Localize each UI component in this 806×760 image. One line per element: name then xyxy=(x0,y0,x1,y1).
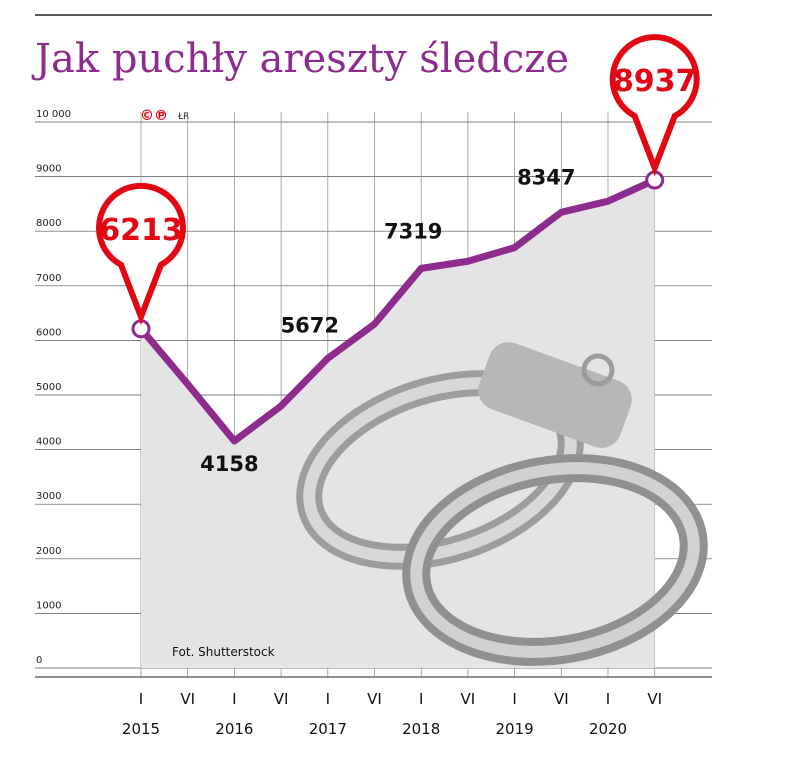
line xyxy=(138,176,657,445)
x-tick-label: I xyxy=(326,690,330,708)
year-label: 2019 xyxy=(496,720,534,738)
x-tick-label: I xyxy=(232,690,236,708)
data-label: 4158 xyxy=(200,452,258,476)
area-layer xyxy=(141,180,655,668)
x-tick-label: VI xyxy=(554,690,569,708)
y-tick-label: 3000 xyxy=(36,491,61,502)
year-label: 2020 xyxy=(589,720,627,738)
author: ŁR xyxy=(177,112,189,122)
year-label: 2018 xyxy=(402,720,440,738)
x-tick-label: VI xyxy=(367,690,382,708)
y-tick-label: 4000 xyxy=(36,437,61,448)
x-tick-label: I xyxy=(139,690,143,708)
x-tick-label: I xyxy=(606,690,610,708)
year-label: 2017 xyxy=(309,720,347,738)
pin xyxy=(609,34,700,177)
x-tick-label: VI xyxy=(647,690,662,708)
x-tick-label: I xyxy=(512,690,516,708)
pin-label: 8937 xyxy=(613,64,697,99)
y-tick-label: 6000 xyxy=(36,327,61,338)
y-tick-label: 7000 xyxy=(36,273,61,284)
handcuffs xyxy=(296,342,708,666)
area xyxy=(141,180,655,668)
y-tick-label: 0 xyxy=(36,655,42,666)
data-label: 7319 xyxy=(384,219,442,243)
year-label: 2015 xyxy=(122,720,160,738)
x-tick-label: VI xyxy=(461,690,476,708)
y-tick-label: 8000 xyxy=(36,218,61,229)
y-tick-label: 1000 xyxy=(36,600,61,611)
data-label: 5672 xyxy=(281,313,339,337)
x-tick-label: VI xyxy=(180,690,195,708)
chart-title: Jak puchły areszty śledcze xyxy=(31,36,569,82)
x-tick-label: VI xyxy=(274,690,289,708)
year-label: 2016 xyxy=(215,720,253,738)
y-tick-label: 5000 xyxy=(36,382,61,393)
data-label: 8347 xyxy=(517,165,575,189)
y-tick-label: 10 000 xyxy=(36,109,71,120)
photo-credit: Fot. Shutterstock xyxy=(172,645,275,659)
y-tick-label: 9000 xyxy=(36,164,61,175)
x-tick-label: I xyxy=(419,690,423,708)
y-tick-label: 2000 xyxy=(36,546,61,557)
pin xyxy=(96,182,186,326)
logo: ©℗ xyxy=(140,108,168,124)
pin-label: 6213 xyxy=(99,213,183,248)
